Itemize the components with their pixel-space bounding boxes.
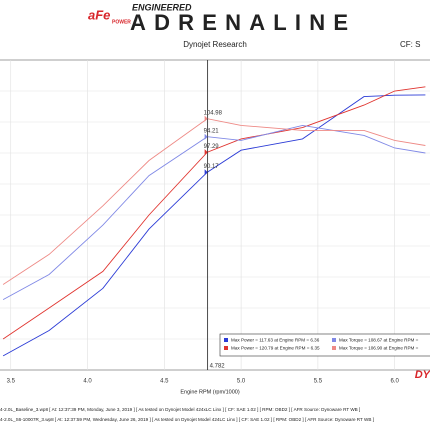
chart-title: Dynojet Research <box>183 40 247 49</box>
x-tick-label: 6.0 <box>391 379 400 385</box>
cursor-marker <box>204 149 208 156</box>
legend-entry: Max Torque = 106.90 at Engine RPM = <box>339 346 419 351</box>
cursor-value: 94.21 <box>204 128 220 134</box>
cursor-marker <box>204 169 208 176</box>
series-line <box>2 118 426 285</box>
x-tick-label: 5.0 <box>237 379 246 385</box>
cursor-value: 90.17 <box>204 164 220 170</box>
legend-swatch <box>332 346 336 350</box>
cursor-value: 97.29 <box>204 144 220 150</box>
series-line <box>2 94 426 357</box>
legend-swatch <box>224 346 228 350</box>
cursor-marker <box>204 133 208 140</box>
series-layer: 3.5 4.0 4.5 5.0 5.5 6.0 4.782 90.17 97.29 94.21 10… <box>2 60 430 385</box>
corner-text: CF: S <box>400 40 420 49</box>
legend-entry: Max Power = 117.63 at Engine RPM = 6.36 <box>231 338 320 343</box>
tagline: ENGINEERED <box>132 2 192 12</box>
legend-entry: Max Torque = 108.67 at Engine RPM = <box>339 338 419 343</box>
footer-line: 4-2.0L_Baseline_3.wp8 [ At: 12:37:39 PM,… <box>0 407 360 412</box>
legend-entry: Max Power = 120.79 at Engine RPM = 6.35 <box>231 346 320 351</box>
legend-swatch <box>224 338 228 342</box>
series-line <box>2 86 426 340</box>
x-tick-label: 4.5 <box>160 379 169 385</box>
cursor-value: 104.98 <box>204 110 223 116</box>
legend-box <box>219 333 430 357</box>
brand-sub: POWER <box>112 19 131 25</box>
watermark: DY <box>415 369 430 381</box>
header-title: ADRENALINE <box>130 10 348 35</box>
legend-swatch <box>332 338 336 342</box>
x-axis-label: Engine RPM (rpm/1000) <box>180 389 239 395</box>
cursor-label: 4.782 <box>210 364 226 370</box>
series-line <box>2 124 426 300</box>
brand: aFe <box>88 7 110 22</box>
footer-line: 4-2.0L_S6-10007R_3.wp8 [ At: 12:37:59 PM… <box>0 417 374 422</box>
x-tick-label: 3.5 <box>7 379 16 385</box>
cursor-marker <box>204 115 208 122</box>
x-tick-label: 4.0 <box>83 379 92 385</box>
x-tick-label: 5.5 <box>314 379 323 385</box>
